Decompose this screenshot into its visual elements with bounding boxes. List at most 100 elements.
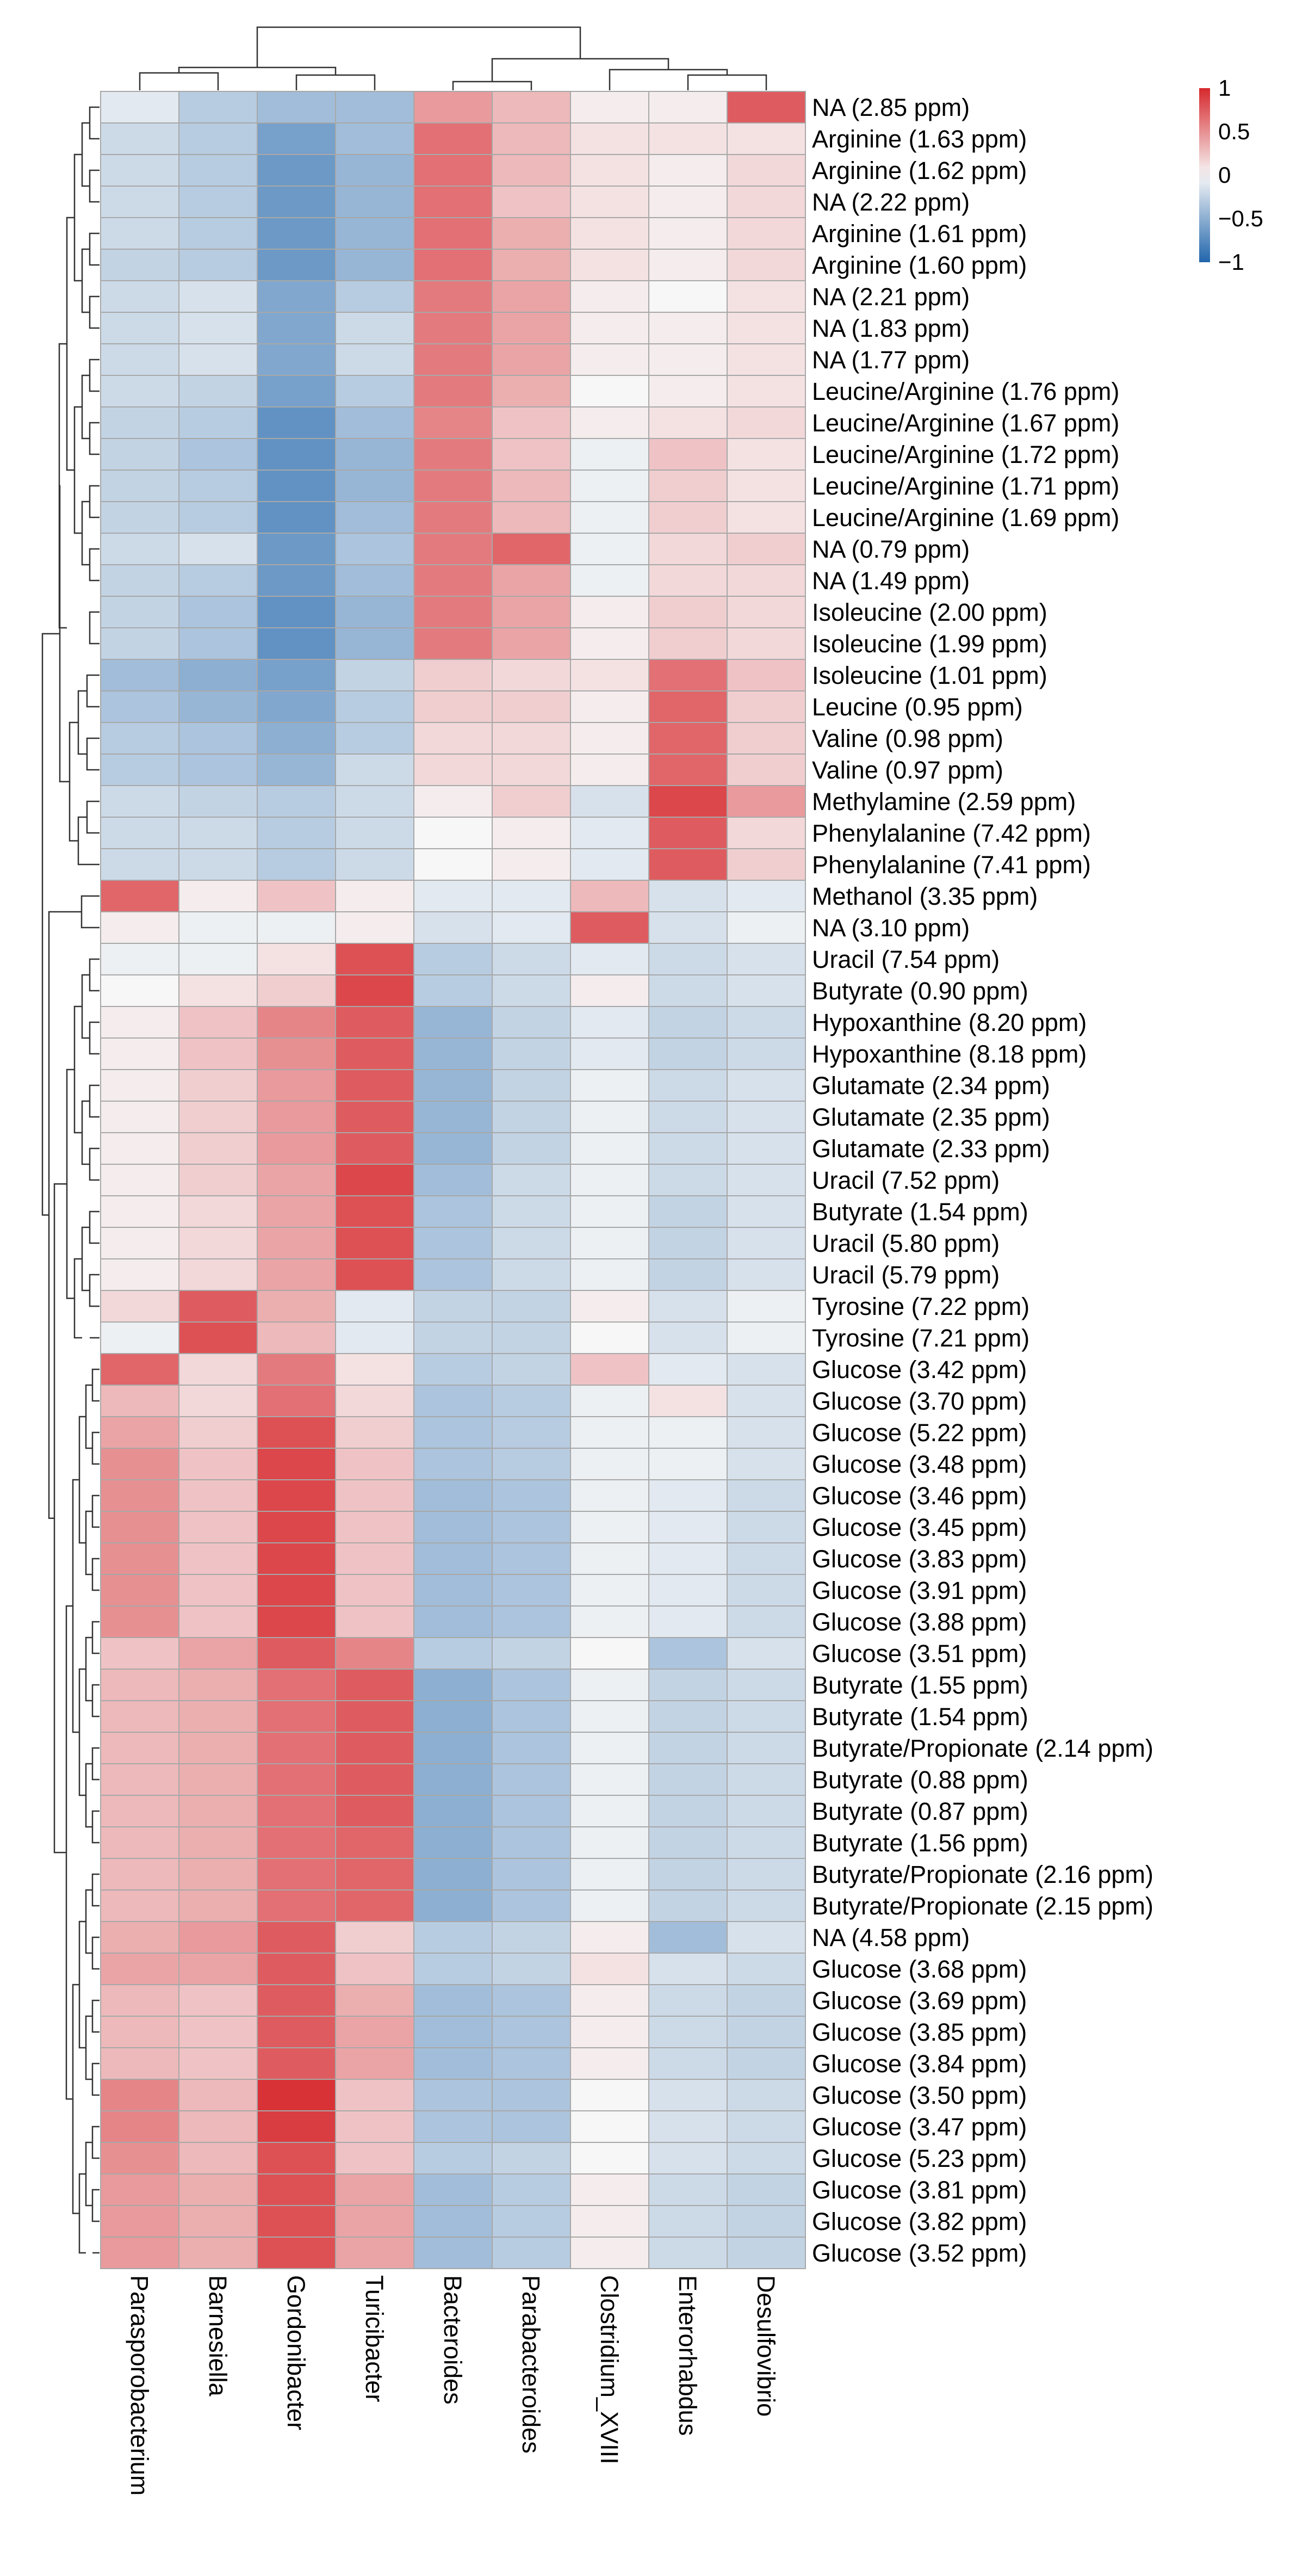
heatmap-cell (178, 280, 258, 313)
heatmap-cell (335, 470, 414, 502)
heatmap-cell (178, 627, 258, 660)
row-label: Leucine/Arginine (1.71 ppm) (812, 472, 1119, 500)
heatmap-cell (648, 2142, 728, 2175)
heatmap-cell (335, 1353, 414, 1386)
heatmap-cell (727, 1164, 806, 1196)
heatmap-cell (648, 1479, 728, 1512)
row-label: Leucine/Arginine (1.72 ppm) (812, 441, 1119, 468)
heatmap-cell (570, 974, 649, 1007)
row-label: Uracil (5.80 ppm) (812, 1230, 1000, 1257)
row-labels: NA (2.85 ppm) Arginine (1.63 ppm) Arginine… (812, 94, 1153, 2267)
heatmap-cell (335, 2110, 414, 2143)
legend-tick-label: −1 (1218, 249, 1244, 275)
heatmap-cell (648, 2205, 728, 2238)
heatmap-cell (648, 470, 728, 502)
row-label: Glucose (3.46 ppm) (812, 1482, 1027, 1510)
heatmap-cell (727, 785, 806, 818)
heatmap-cell (648, 1037, 728, 1070)
row-label: Glucose (5.23 ppm) (812, 2145, 1027, 2172)
heatmap-cell (648, 1321, 728, 1354)
dendrogram-branch (91, 1558, 100, 1591)
heatmap-cell (413, 1164, 493, 1196)
row-label: Isoleucine (2.00 ppm) (812, 598, 1047, 626)
heatmap-cell (257, 312, 336, 344)
heatmap-cell (492, 343, 571, 376)
heatmap-cell (178, 753, 258, 786)
heatmap-cell (335, 1416, 414, 1449)
heatmap-cell (257, 1953, 336, 1985)
heatmap-cell (100, 122, 179, 155)
heatmap-cell (257, 596, 336, 628)
heatmap-cell (413, 1416, 493, 1449)
dendrogram-branch (53, 1183, 67, 1854)
heatmap-cell (413, 1258, 493, 1291)
heatmap-cell (727, 1479, 806, 1512)
heatmap-cell (492, 1984, 571, 2017)
heatmap-cell (570, 1795, 649, 1827)
heatmap-cell (570, 438, 649, 471)
row-label: Butyrate (1.54 ppm) (812, 1703, 1028, 1731)
heatmap-cell (492, 470, 571, 502)
heatmap-cell (727, 1953, 806, 1985)
heatmap-cell (492, 1605, 571, 1638)
row-label: Glucose (3.48 ppm) (812, 1450, 1027, 1478)
row-label: Tyrosine (7.21 ppm) (812, 1324, 1029, 1352)
heatmap-cell (492, 1164, 571, 1196)
dendrogram-branch (85, 1763, 92, 1828)
heatmap-cell (178, 312, 258, 344)
heatmap-cell (100, 438, 179, 471)
heatmap-cell (570, 501, 649, 534)
heatmap-cell (413, 974, 493, 1007)
row-label: Glucose (3.50 ppm) (812, 2081, 1027, 2109)
heatmap-cell (100, 1953, 179, 1985)
heatmap-cell (413, 1763, 493, 1796)
heatmap-cell (413, 596, 493, 628)
heatmap-cell (492, 1290, 571, 1323)
row-label: Butyrate (0.87 ppm) (812, 1797, 1028, 1825)
heatmap-cell (648, 1858, 728, 1891)
dendrogram-branch (91, 2062, 100, 2096)
heatmap-cell (100, 817, 179, 849)
heatmap-cell (100, 911, 179, 944)
heatmap-cell (178, 1132, 258, 1165)
heatmap-cell (570, 154, 649, 187)
heatmap-cell (570, 1006, 649, 1039)
row-label: NA (2.85 ppm) (812, 94, 970, 121)
row-label: NA (0.79 ppm) (812, 535, 970, 563)
heatmap-cell (570, 817, 649, 849)
heatmap-cell (335, 1037, 414, 1070)
heatmap-cell (413, 722, 493, 755)
heatmap-cell (727, 1101, 806, 1133)
heatmap-cell (100, 1574, 179, 1607)
heatmap-cell (492, 2047, 571, 2080)
heatmap-cell (648, 1353, 728, 1386)
heatmap-cell (257, 1858, 336, 1891)
legend-tick-label: 0.5 (1218, 119, 1250, 144)
heatmap-cell (100, 1164, 179, 1196)
heatmap-cell (100, 1321, 179, 1354)
heatmap-cell (492, 1479, 571, 1512)
heatmap-cell (178, 1227, 258, 1259)
heatmap-cell (335, 91, 414, 123)
column-label: Clostridium_XVIII (596, 2275, 623, 2464)
heatmap-cell (178, 596, 258, 628)
heatmap-cell (492, 848, 571, 881)
heatmap-cell (570, 1227, 649, 1259)
heatmap-cell (178, 343, 258, 376)
heatmap-cell (413, 943, 493, 975)
heatmap-cell (648, 1953, 728, 1985)
dendrogram-branch (295, 74, 376, 90)
heatmap-cell (257, 1416, 336, 1449)
dendrogram-branch (178, 66, 337, 75)
heatmap-cell (100, 1542, 179, 1575)
heatmap-cell (492, 1132, 571, 1165)
heatmap-cell (570, 627, 649, 660)
heatmap-cell (570, 1069, 649, 1102)
heatmap-cell (335, 438, 414, 471)
legend-tick-label: −0.5 (1218, 206, 1263, 231)
dendrogram-branch (86, 674, 100, 708)
dendrogram-branch (452, 81, 532, 90)
heatmap-cell (413, 1290, 493, 1323)
heatmap-cell (727, 2110, 806, 2143)
heatmap-cell (727, 406, 806, 439)
